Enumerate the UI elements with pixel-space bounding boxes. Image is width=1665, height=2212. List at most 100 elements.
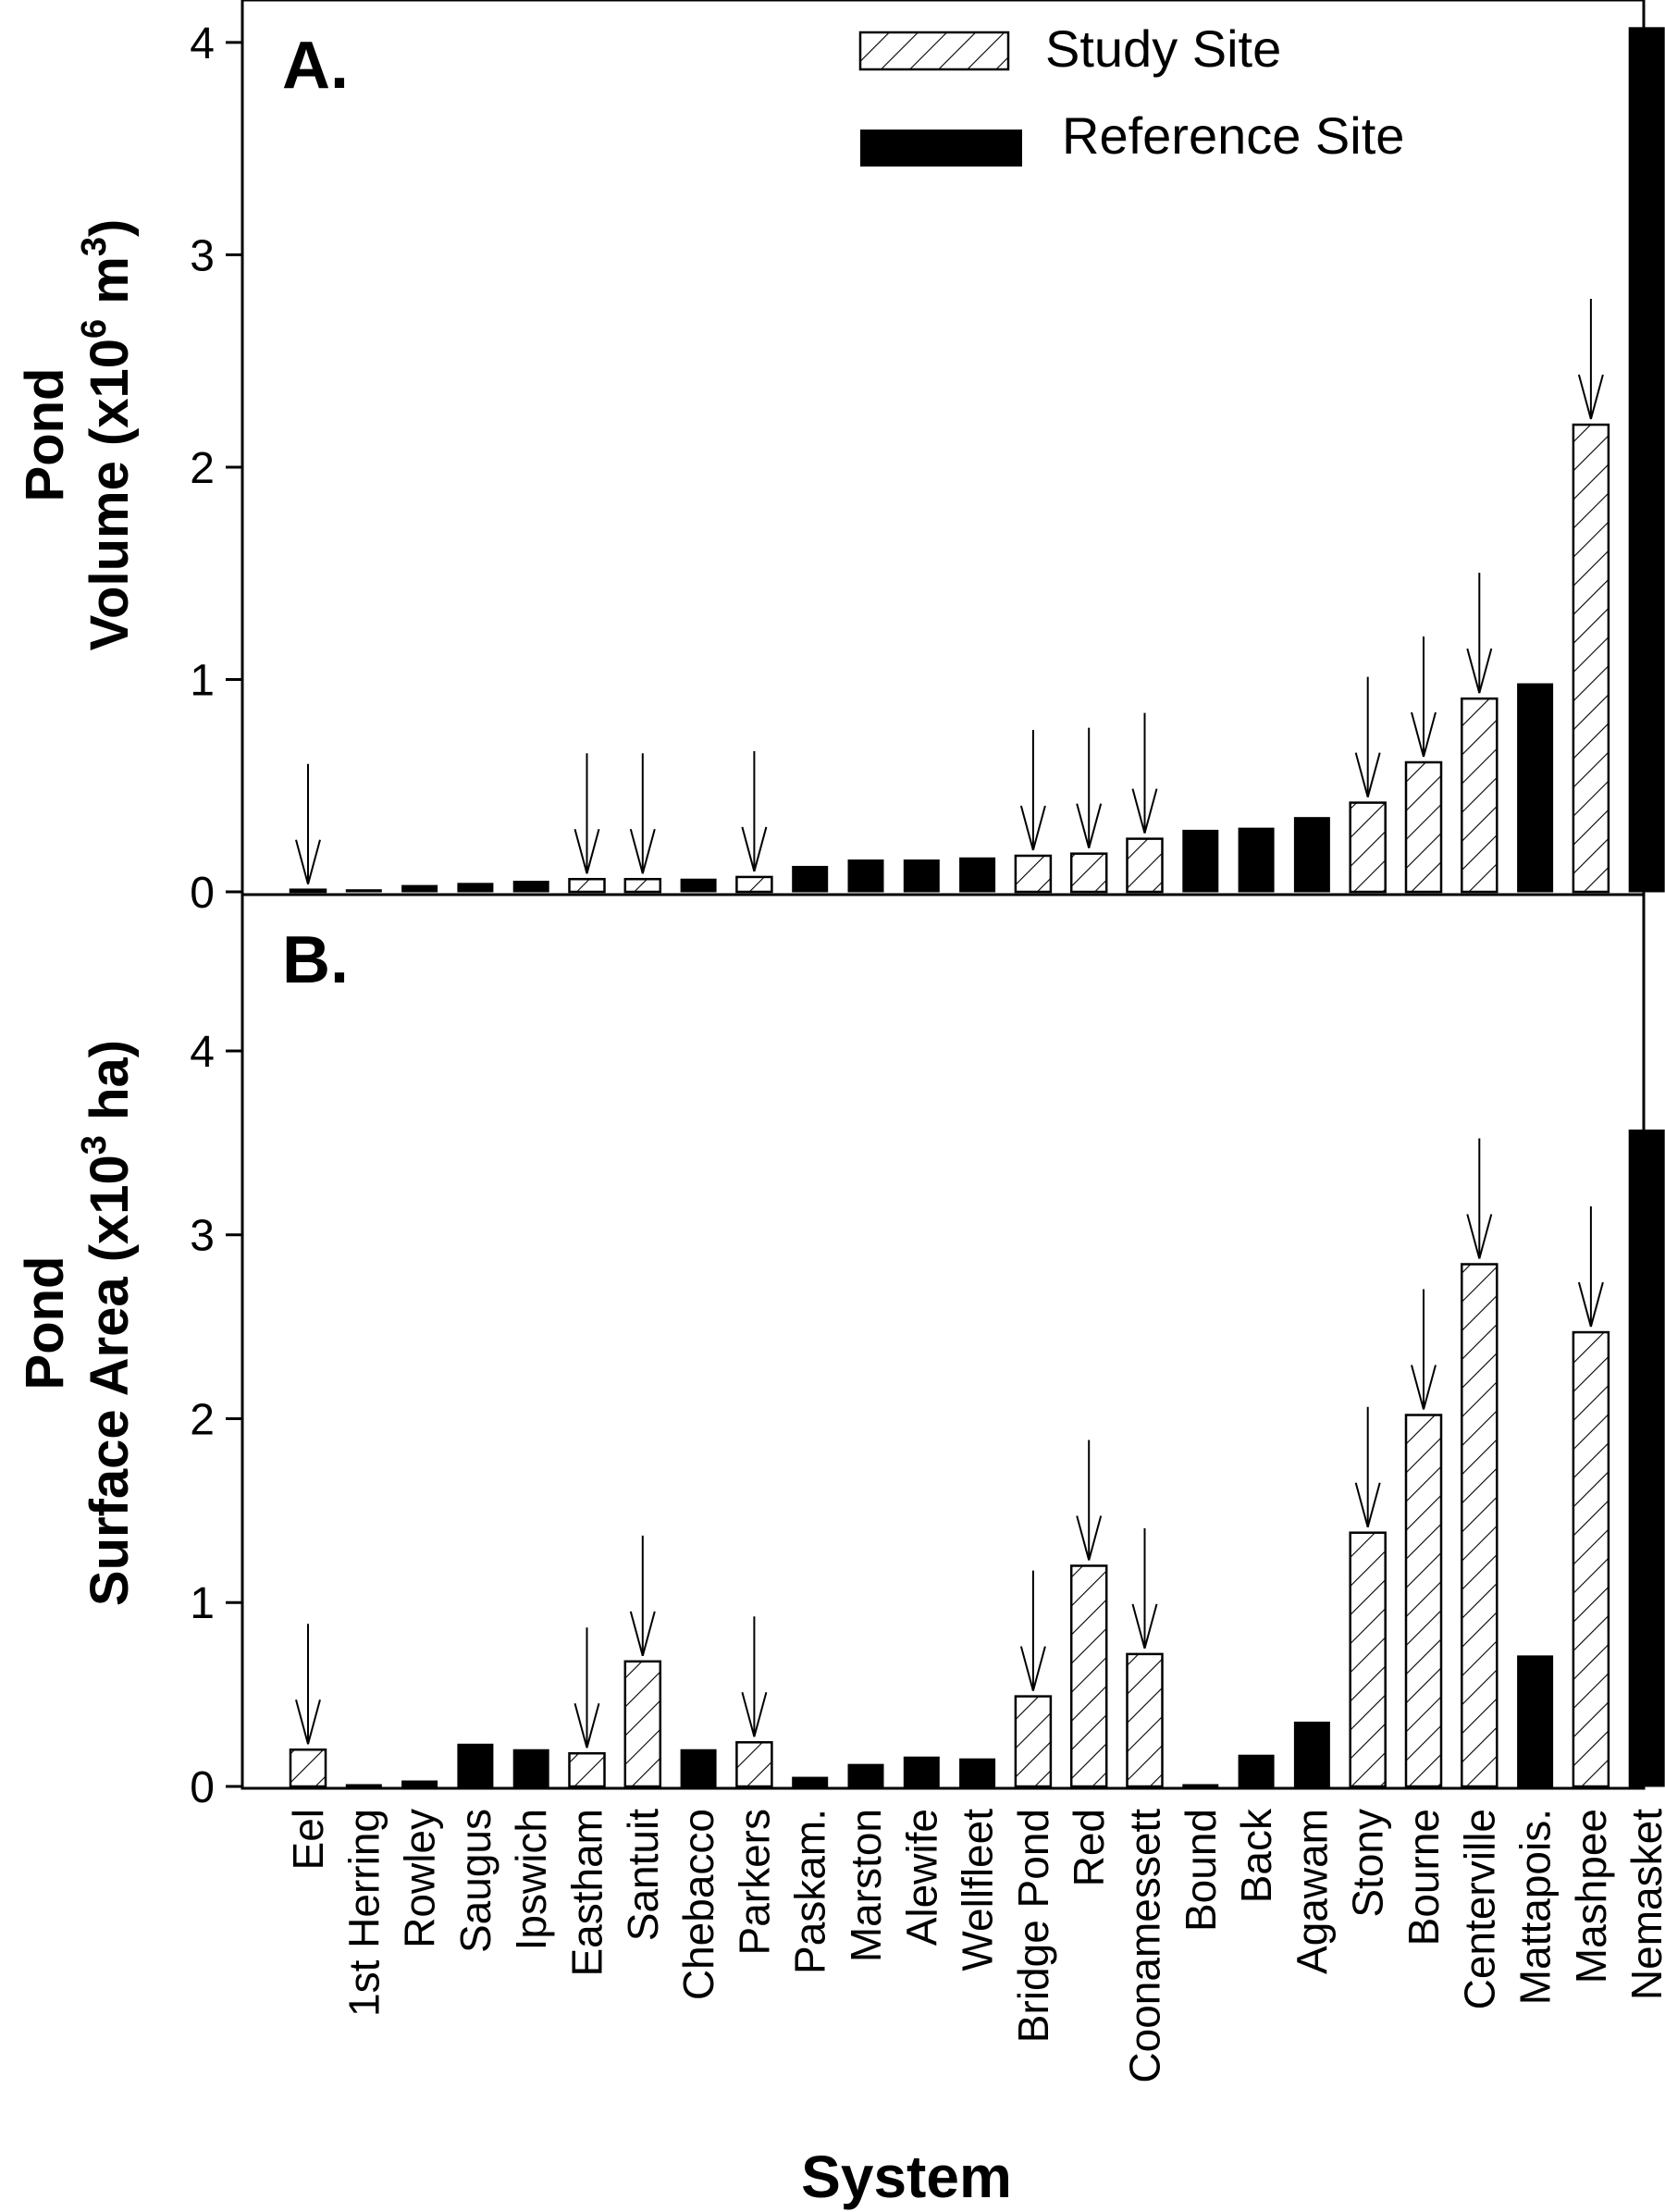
panel-b-bar-mattapois- <box>1517 1655 1554 1787</box>
panel-a-arrow <box>629 753 656 874</box>
legend-reference-label: Reference Site <box>1062 106 1404 165</box>
panel-b-y-ticks: 0 1 2 3 4 <box>190 1028 242 1812</box>
panel-a-bar-alewife <box>903 859 940 893</box>
panel-b-y-axis-label: Pond Surface Area (x103 ha) <box>15 1040 140 1606</box>
panel-b-letter: B. <box>282 923 349 997</box>
panel-a-ylabel-line2: Volume (x106 m3) <box>75 219 140 651</box>
panel-b-bar-eel <box>289 1748 327 1788</box>
panel-b-ylabel-text: Surface Area (x10 <box>80 1155 140 1606</box>
panel-a-y-tick-label: 3 <box>190 231 215 280</box>
x-category-label: Santuit <box>619 1809 667 1941</box>
panel-a-bar-1st-herring <box>345 889 382 893</box>
panel-b-bar-agawam <box>1293 1721 1330 1787</box>
x-axis-label: System <box>801 2144 1012 2210</box>
x-category-label: Eel <box>284 1809 332 1870</box>
x-category-label: Coonamessett <box>1121 1809 1169 2083</box>
panel-a: A. Pond Volume (x106 m3) 0 1 2 3 4 Study Sit… <box>15 0 1665 918</box>
panel-b-arrow <box>1354 1406 1381 1527</box>
panel-a-y-tick-label: 1 <box>190 656 215 705</box>
panel-a-y-tick-label: 0 <box>190 869 215 918</box>
panel-a-arrow <box>1019 729 1046 851</box>
panel-a-y-ticks: 0 1 2 3 4 <box>190 19 242 918</box>
panel-b-bar-marston <box>847 1763 884 1787</box>
x-category-label: Wellfleet <box>954 1809 1002 1971</box>
x-category-label: Bridge Pond <box>1009 1809 1057 2043</box>
panel-a-ylabel-mid: m <box>80 256 140 319</box>
panel-a-ylabel-sup1: 6 <box>75 319 114 339</box>
x-category-label: Rowley <box>396 1809 444 1948</box>
legend: Study Site Reference Site <box>858 19 1404 167</box>
panel-a-bar-mattapois- <box>1517 683 1554 893</box>
x-category-label: Marston <box>842 1809 890 1962</box>
panel-b-bar-chebacco <box>680 1749 717 1787</box>
panel-b-arrow <box>295 1624 321 1745</box>
panel-a-bar-eel <box>289 888 327 894</box>
panel-b-ylabel-line2: Surface Area (x103 ha) <box>75 1040 140 1606</box>
panel-a-bar-back <box>1238 827 1275 893</box>
panel-a-letter: A. <box>282 29 349 103</box>
panel-a-bar-ipswich <box>512 881 549 893</box>
panel-b-bar-paskam- <box>792 1776 829 1787</box>
panel-b-y-tick-label: 3 <box>190 1212 215 1261</box>
x-category-label: Stony <box>1344 1809 1392 1918</box>
panel-b-arrows <box>295 1138 1604 1749</box>
panel-b-bar-nemasket <box>1628 1129 1665 1787</box>
panel-a-arrow <box>741 750 768 872</box>
panel-a-arrow <box>1354 676 1381 797</box>
panel-b-bar-wellfleet <box>959 1758 996 1787</box>
x-category-label: Alewife <box>897 1809 945 1946</box>
x-category-labels: Eel 1st Herring Rowley Saugus Ipswich Eastham… <box>284 1808 1665 2083</box>
panel-a-bars <box>289 27 1665 894</box>
x-category-label: Nemasket <box>1622 1809 1665 2000</box>
panel-b-y-tick-label: 4 <box>190 1028 215 1077</box>
panel-b-ylabel-line1: Pond <box>15 1256 75 1390</box>
panel-b-arrow <box>1019 1570 1046 1691</box>
panel-b-ylabel-mid: ha <box>80 1057 140 1136</box>
panel-b-bar-alewife <box>903 1756 940 1787</box>
panel-b-bars <box>289 1129 1665 1788</box>
panel-b-bar-bourne <box>1404 1414 1443 1788</box>
x-category-label: Centerville <box>1455 1809 1503 2009</box>
panel-b-bar-centerville <box>1461 1263 1498 1788</box>
panel-b-bar-ipswich <box>512 1749 549 1787</box>
panel-b-arrow <box>1411 1289 1437 1410</box>
x-category-label: Red <box>1065 1809 1113 1886</box>
panel-a-y-tick-label: 2 <box>190 444 215 493</box>
panel-a-bar-marston <box>847 859 884 893</box>
panel-b-bar-bound <box>1182 1784 1219 1787</box>
x-category-label: Mattapois. <box>1511 1809 1560 2005</box>
panel-a-bar-agawam <box>1293 817 1330 893</box>
x-category-label: Mashpee <box>1567 1809 1615 1983</box>
panel-b-arrow <box>1131 1527 1158 1650</box>
panel-b-bar-santuit <box>623 1660 662 1788</box>
x-category-label: 1st Herring <box>339 1809 388 2017</box>
panel-a-bar-parkers <box>735 875 773 894</box>
panel-b-bar-coonamessett <box>1126 1652 1164 1788</box>
x-category-label: Bound <box>1177 1809 1225 1932</box>
panel-a-arrow <box>1577 299 1604 420</box>
panel-a-bar-santuit <box>623 877 662 894</box>
panel-b-arrow <box>1076 1440 1103 1561</box>
x-category-label: Eastham <box>563 1809 611 1977</box>
panel-b-ylabel-end: ) <box>80 1040 140 1057</box>
panel-b-arrow <box>1466 1138 1493 1259</box>
panel-a-arrow <box>1411 636 1437 758</box>
panel-a-bar-saugus <box>457 883 494 893</box>
panel-b-bar-mashpee <box>1572 1330 1610 1788</box>
panel-a-bar-chebacco <box>680 878 717 893</box>
legend-reference-swatch <box>860 130 1022 167</box>
panel-b-bar-eastham <box>568 1751 606 1788</box>
panel-a-bar-wellfleet <box>959 857 996 893</box>
panel-a-bar-centerville <box>1461 697 1498 894</box>
panel-a-ylabel-sup2: 3 <box>75 237 114 256</box>
panel-b-bar-parkers <box>735 1741 773 1788</box>
x-category-label: Chebacco <box>674 1809 722 2000</box>
panel-b-bar-saugus <box>457 1743 494 1787</box>
panel-a-bar-stony <box>1349 801 1387 894</box>
panel-a-ylabel-line1: Pond <box>15 368 75 502</box>
legend-study-swatch <box>858 31 1010 71</box>
panel-a-y-tick-label: 4 <box>190 19 215 68</box>
x-category-label: Saugus <box>451 1809 500 1953</box>
panel-a-arrow <box>1076 727 1103 848</box>
